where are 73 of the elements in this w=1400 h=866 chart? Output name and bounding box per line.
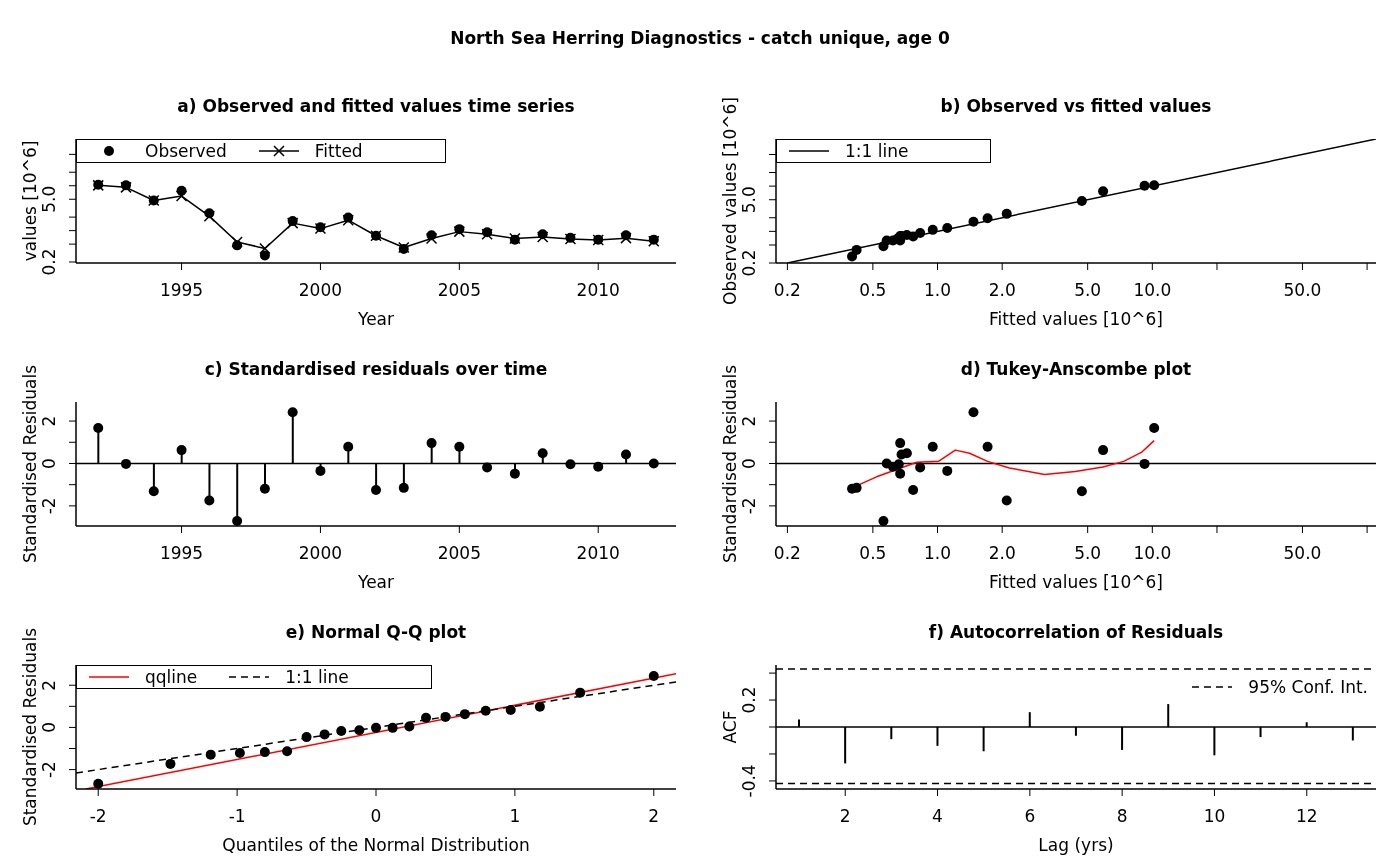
y-axis-title: Standardised Residuals: [20, 364, 40, 564]
y-tick-label: 0.2: [39, 248, 59, 276]
y-tick-label: 0: [39, 458, 59, 469]
legend-label: Fitted: [314, 141, 363, 161]
x-tick-label: -2: [89, 806, 107, 826]
y-tick-label: -2: [39, 761, 59, 779]
x-tick-label: 12: [1295, 806, 1318, 826]
x-tick-label: 1.0: [924, 280, 952, 300]
x-tick-label: 2010: [576, 280, 620, 300]
y-tick-label: 2: [39, 679, 59, 691]
x-tick-label: 8: [1116, 806, 1128, 826]
text: North Sea Herring Diagnostics - catch unique, age 0: [449, 28, 951, 48]
y-tick-label: 0.2: [739, 249, 759, 277]
x-tick-label: 50.0: [1283, 280, 1322, 300]
x-axis-title: Fitted values [10^6]: [989, 309, 1163, 329]
x-tick-label: 2: [839, 806, 851, 826]
y-tick-label: 0: [739, 458, 759, 469]
y-tick-label: 2: [739, 415, 759, 427]
x-axis-title: Year: [357, 309, 394, 329]
x-tick-label: 0.5: [859, 280, 887, 300]
x-tick-label: 2.0: [988, 280, 1016, 300]
x-tick-label: 2010: [576, 543, 620, 563]
legend-label: 1:1 line: [845, 141, 909, 161]
x-tick-label: 10: [1203, 806, 1226, 826]
chart-title: d) Tukey-Anscombe plot: [959, 359, 1193, 379]
x-axis-title: Quantiles of the Normal Distribution: [222, 835, 530, 855]
x-tick-label: 2.0: [988, 543, 1016, 563]
x-tick-label: 10.0: [1133, 280, 1172, 300]
y-axis-title: Observed values [10^6]: [720, 97, 740, 305]
x-tick-label: 0.5: [859, 543, 887, 563]
y-tick-label: 5.0: [739, 186, 759, 214]
y-tick-label: 0.2: [739, 686, 759, 714]
x-tick-label: 2000: [298, 543, 343, 563]
x-tick-label: -1: [228, 806, 246, 826]
x-tick-label: 5.0: [1074, 280, 1102, 300]
chart-title: a) Observed and fitted values time series: [176, 96, 576, 116]
chart-title: b) Observed vs fitted values: [939, 96, 1213, 116]
chart-title: f) Autocorrelation of Residuals: [927, 622, 1225, 642]
y-tick-label: -2: [39, 497, 59, 515]
y-axis-title: values [10^6]: [20, 140, 40, 262]
x-tick-label: 1: [509, 806, 521, 826]
x-tick-label: 0.2: [773, 543, 801, 563]
x-tick-label: 6: [1024, 806, 1036, 826]
y-axis-title: ACF: [720, 710, 740, 744]
chart-title: c) Standardised residuals over time: [203, 359, 549, 379]
legend-label: 95% Conf. Int.: [1248, 677, 1368, 697]
x-tick-label: 50.0: [1283, 543, 1322, 563]
x-axis-title: Lag (yrs): [1038, 835, 1114, 855]
y-tick-label: 0: [39, 722, 59, 733]
legend-label: Observed: [145, 141, 227, 161]
x-tick-label: 2005: [437, 543, 481, 563]
x-tick-label: 0.2: [773, 280, 801, 300]
x-tick-label: 5.0: [1074, 543, 1102, 563]
x-tick-label: 2005: [437, 280, 481, 300]
x-tick-label: 10.0: [1133, 543, 1172, 563]
x-tick-label: 2: [648, 806, 660, 826]
x-tick-label: 0: [370, 806, 382, 826]
y-tick-label: -2: [739, 497, 759, 515]
legend-label: 1:1 line: [285, 667, 349, 687]
chart-title: e) Normal Q-Q plot: [284, 622, 468, 642]
x-tick-label: 1.0: [924, 543, 952, 563]
legend-label: qqline: [145, 667, 198, 687]
x-tick-label: 4: [932, 806, 943, 826]
y-tick-label: -0.4: [739, 764, 759, 798]
y-tick-label: 2: [39, 415, 59, 427]
y-tick-label: 5.0: [39, 185, 59, 213]
x-tick-label: 1995: [159, 543, 204, 563]
x-tick-label: 2000: [298, 280, 343, 300]
y-axis-title: Standardised Residuals: [720, 364, 740, 564]
x-axis-title: Year: [357, 572, 394, 592]
y-axis-title: Standardised Residuals: [20, 627, 40, 827]
x-axis-title: Fitted values [10^6]: [989, 572, 1163, 592]
x-tick-label: 1995: [159, 280, 204, 300]
